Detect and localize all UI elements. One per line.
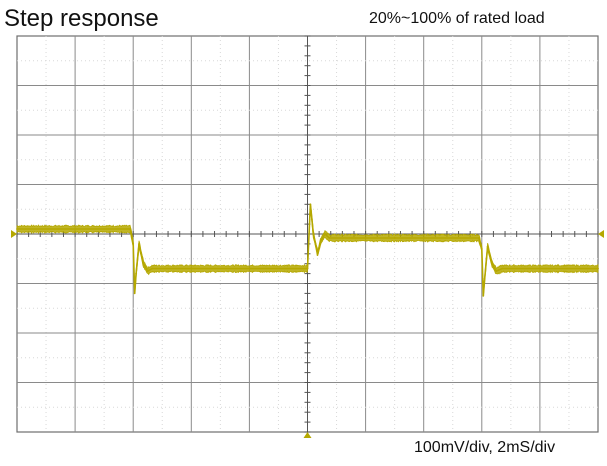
waveform-point	[151, 267, 153, 270]
waveform-point	[316, 252, 319, 255]
waveform-point	[146, 270, 149, 273]
waveform-point	[483, 277, 486, 280]
waveform-point	[133, 292, 136, 295]
waveform-point	[312, 233, 315, 235]
waveform-point	[132, 243, 135, 245]
waveform-point	[486, 245, 489, 248]
waveform-point	[501, 267, 504, 270]
channel-markers	[11, 230, 604, 438]
waveform-point	[138, 243, 140, 245]
chart-subtitle: 20%~100% of rated load	[369, 10, 545, 27]
waveform-point	[310, 218, 313, 221]
waveform-point	[393, 237, 396, 239]
waveform-point	[129, 228, 132, 230]
trigger-position-marker	[303, 432, 312, 438]
waveform-point	[491, 262, 493, 265]
waveform-point	[306, 267, 309, 270]
waveform-point	[482, 294, 485, 297]
waveform-point	[16, 228, 18, 230]
waveform-point	[142, 262, 145, 265]
waveform	[16, 203, 599, 297]
waveform-trace	[17, 204, 598, 296]
waveform-point	[328, 237, 331, 239]
waveform-point	[319, 240, 322, 243]
scale-label: 100mV/div, 2mS/div	[414, 439, 556, 456]
chart-title: Step response	[4, 5, 159, 32]
waveform-point	[324, 233, 326, 235]
waveform-point	[480, 247, 483, 250]
waveform-point	[597, 267, 599, 270]
trigger-level-marker	[598, 230, 604, 238]
waveform-point	[190, 267, 193, 270]
channel-ground-marker	[11, 230, 17, 238]
waveform-point	[309, 203, 312, 206]
waveform-point	[477, 237, 480, 239]
waveform-point	[495, 270, 498, 273]
graticule	[16, 35, 599, 433]
waveform-point	[135, 272, 138, 275]
